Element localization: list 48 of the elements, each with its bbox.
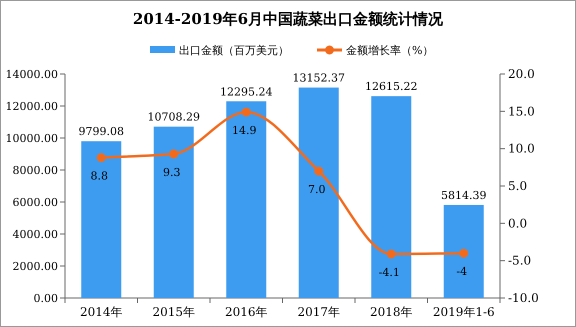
point: [96, 153, 106, 162]
data-label: 12615.22: [365, 80, 418, 94]
x-tick-label: 2019年1-6: [432, 305, 495, 319]
y-tick-label: 10000.00: [6, 132, 58, 145]
data-label: 12295.24: [220, 85, 272, 98]
bar: [298, 88, 339, 298]
y2-tick-label: 20.0: [508, 67, 535, 81]
y2-tick-label: 0.0: [508, 216, 528, 230]
bar: [371, 96, 412, 298]
y-tick-label: 12000.00: [6, 100, 58, 113]
x-tick-label: 2017年: [297, 305, 340, 319]
bar: [154, 126, 194, 298]
point: [459, 248, 468, 258]
bar: [444, 204, 484, 298]
y2-tick-label: 15.0: [508, 104, 535, 118]
y-tick-label: 14000.00: [6, 68, 58, 81]
y2-tick-label: 5.0: [508, 179, 528, 193]
y-tick-label: 4000.00: [12, 228, 58, 241]
data-label: 8.8: [90, 170, 108, 183]
data-label: 5814.39: [441, 188, 486, 202]
x-tick-label: 2015年: [152, 305, 196, 319]
y2-tick-label: 10.0: [508, 142, 535, 156]
x-tick-label: 2018年: [370, 305, 413, 319]
point: [314, 166, 324, 176]
x-tick-label: 2016年: [224, 305, 268, 319]
data-label: 7.0: [308, 183, 326, 196]
y-tick-label: 0.00: [34, 292, 58, 305]
y2-tick-label: -10.0: [508, 291, 539, 305]
y-tick-label: 6000.00: [12, 196, 58, 209]
data-label: 13152.37: [292, 72, 345, 85]
chart-title: 2014-2019年6月中国蔬菜出口金额统计情况: [132, 10, 444, 28]
data-label: 9799.08: [78, 125, 124, 138]
data-label: 9.3: [163, 166, 180, 179]
point: [242, 108, 251, 117]
data-label: -4.1: [378, 266, 400, 279]
bar: [81, 141, 122, 298]
legend-label: 金额增长率（%）: [346, 44, 434, 57]
x-tick-label: 2014年: [80, 305, 123, 319]
legend-label: 出口金额（百万美元）: [179, 44, 289, 57]
y2-tick-label: -5.0: [508, 254, 532, 268]
data-label: -4: [456, 265, 468, 278]
point: [386, 249, 396, 258]
data-label: 10708.29: [148, 110, 200, 124]
point: [169, 149, 178, 158]
y-tick-label: 2000.00: [12, 260, 58, 273]
data-label: 14.9: [232, 124, 256, 138]
bar: [226, 101, 266, 298]
y-tick-label: 8000.00: [12, 164, 58, 177]
